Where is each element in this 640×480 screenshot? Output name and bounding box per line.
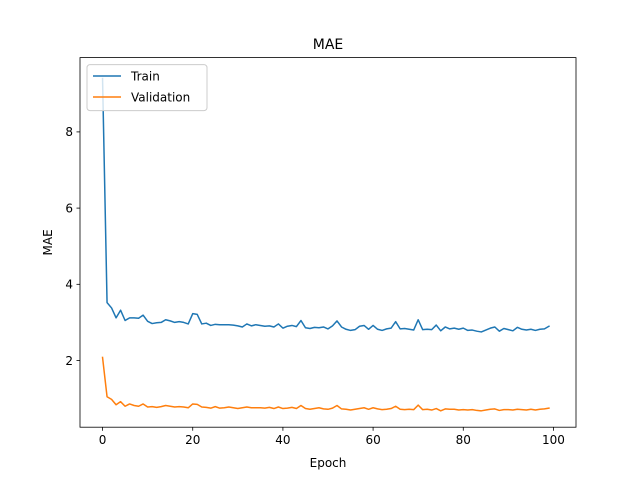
x-tick-label: 100 — [542, 433, 565, 447]
y-tick-label: 8 — [65, 125, 73, 139]
y-tick-label: 6 — [65, 201, 73, 215]
x-tick-label: 40 — [275, 433, 290, 447]
plot-frame — [79, 57, 577, 428]
x-tick-label: 60 — [365, 433, 380, 447]
legend: Train Validation — [86, 64, 208, 112]
x-tick-label: 20 — [185, 433, 200, 447]
x-tick-label: 0 — [99, 433, 107, 447]
y-axis-label: MAE — [41, 229, 55, 255]
y-axis-ticks: 2 4 6 8 — [65, 125, 80, 368]
legend-label-train: Train — [130, 70, 160, 84]
chart-title: MAE — [313, 37, 344, 53]
x-axis-label: Epoch — [310, 456, 347, 470]
x-tick-label: 80 — [456, 433, 471, 447]
y-tick-label: 4 — [65, 278, 73, 292]
series-line-validation — [101, 356, 550, 412]
series-layer — [101, 77, 550, 412]
x-axis-ticks: 0 20 40 60 80 100 — [99, 427, 565, 447]
y-tick-label: 2 — [65, 354, 73, 368]
legend-label-validation: Validation — [131, 91, 190, 105]
series-line-train — [101, 77, 550, 333]
